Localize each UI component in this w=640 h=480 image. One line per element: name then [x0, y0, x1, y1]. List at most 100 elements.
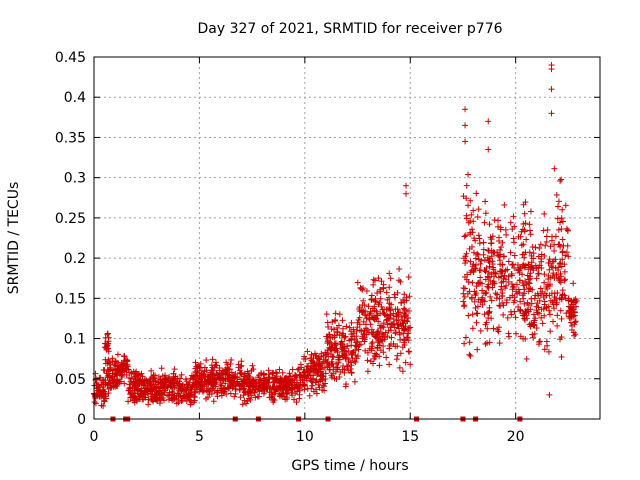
data-point [292, 373, 299, 380]
data-point [479, 287, 486, 294]
data-point [512, 314, 519, 321]
data-point [517, 307, 524, 314]
data-point [470, 249, 477, 256]
data-point [231, 393, 238, 400]
data-point [496, 340, 503, 347]
data-point [208, 378, 215, 385]
data-point [347, 359, 354, 366]
data-point [405, 274, 412, 281]
data-point [539, 320, 546, 327]
data-point [238, 358, 245, 365]
data-point [114, 351, 121, 358]
data-point [555, 198, 562, 205]
data-point [351, 378, 358, 385]
data-point [216, 365, 223, 372]
data-point [496, 238, 503, 245]
data-point [308, 351, 315, 358]
data-point [406, 293, 413, 300]
data-point [517, 298, 524, 305]
data-point [126, 387, 133, 394]
data-point [178, 397, 185, 404]
data-point [537, 285, 544, 292]
data-point [321, 364, 328, 371]
data-point [341, 334, 348, 341]
data-point [372, 350, 379, 357]
data-point [499, 239, 506, 246]
data-point [469, 279, 476, 286]
data-point [148, 388, 155, 395]
data-point [380, 343, 387, 350]
data-point [541, 346, 548, 353]
data-point [470, 207, 477, 214]
data-point [238, 378, 245, 385]
data-point [552, 233, 559, 240]
data-point [363, 315, 370, 322]
data-point [132, 376, 139, 383]
data-point [346, 324, 353, 331]
data-point [329, 360, 336, 367]
data-point [558, 176, 565, 183]
x-tick-label: 20 [507, 429, 525, 445]
data-point [567, 307, 574, 314]
data-point [307, 366, 314, 373]
data-point [405, 307, 412, 314]
data-point [475, 206, 482, 213]
data-point [535, 270, 542, 277]
data-point [359, 286, 366, 293]
data-point [173, 400, 180, 407]
data-point [327, 366, 334, 373]
data-point [212, 383, 219, 390]
data-point [487, 293, 494, 300]
data-point [252, 394, 259, 401]
data-point [186, 392, 193, 399]
data-point [541, 298, 548, 305]
data-point [219, 370, 226, 377]
data-point [461, 293, 468, 300]
data-point [301, 382, 308, 389]
data-point [380, 285, 387, 292]
data-point [523, 355, 530, 362]
data-point [497, 303, 504, 310]
data-point [125, 366, 132, 373]
data-point [146, 379, 153, 386]
y-tick-label: 0.15 [55, 291, 86, 307]
data-point [554, 312, 561, 319]
data-point [536, 338, 543, 345]
data-point [210, 398, 217, 405]
data-point [126, 374, 133, 381]
data-point [403, 297, 410, 304]
data-point [465, 278, 472, 285]
data-point [550, 305, 557, 312]
data-point [399, 368, 406, 375]
data-point [516, 289, 523, 296]
data-point [492, 290, 499, 297]
data-point [316, 353, 323, 360]
data-point [525, 308, 532, 315]
data-point [177, 392, 184, 399]
data-point [525, 302, 532, 309]
data-point [307, 355, 314, 362]
data-point [181, 386, 188, 393]
data-point [209, 356, 216, 363]
data-point [565, 295, 572, 302]
data-point [362, 321, 369, 328]
data-point [572, 331, 579, 338]
data-point [462, 285, 469, 292]
data-point [519, 271, 526, 278]
data-point [221, 388, 228, 395]
data-point [232, 385, 239, 392]
data-point [559, 236, 566, 243]
data-point [386, 270, 393, 277]
data-point [401, 307, 408, 314]
data-point [527, 270, 534, 277]
data-point [361, 334, 368, 341]
y-tick-label: 0.35 [55, 130, 86, 146]
data-point [557, 336, 564, 343]
data-point [397, 309, 404, 316]
data-point [466, 351, 473, 358]
data-point [104, 330, 111, 337]
data-point [390, 340, 397, 347]
data-point [378, 303, 385, 310]
data-point [503, 297, 510, 304]
data-point [141, 394, 148, 401]
